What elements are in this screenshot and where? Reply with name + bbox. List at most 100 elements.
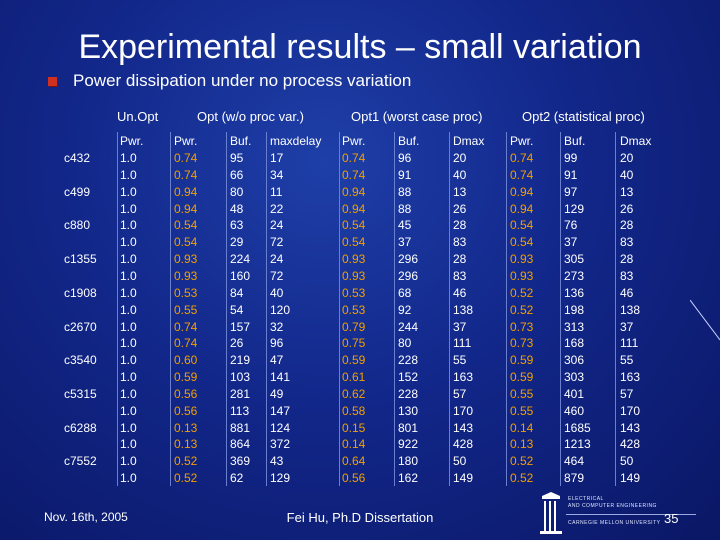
table-cell: 28 (620, 218, 634, 233)
table-cell: 48 (230, 201, 244, 216)
column-title: Dmax (620, 134, 652, 148)
table-cell: 24 (270, 218, 284, 233)
table-cell: 305 (564, 252, 585, 267)
column-divider (560, 132, 561, 486)
table-cell: 0.74 (510, 151, 534, 165)
circuit-name: c7552 (64, 454, 97, 469)
column-divider (449, 132, 450, 486)
table-cell: 464 (564, 454, 585, 469)
table-cell: 55 (620, 353, 634, 368)
table-cell: 401 (564, 386, 585, 401)
circuit-name: c1355 (64, 252, 97, 267)
table-cell: 1.0 (120, 302, 137, 317)
table-cell: 37 (398, 235, 412, 250)
table-cell: 96 (270, 336, 284, 351)
table-cell: 40 (270, 285, 284, 300)
table-cell: 136 (564, 285, 585, 300)
table-cell: 1685 (564, 420, 591, 435)
table-cell: 228 (398, 353, 419, 368)
table-cell: 45 (398, 218, 412, 233)
table-cell: 244 (398, 319, 419, 334)
table-cell: 22 (270, 201, 284, 216)
table-cell: 34 (270, 167, 284, 182)
table-cell: 40 (453, 167, 467, 182)
table-cell: 0.52 (510, 285, 534, 300)
column-title: Dmax (453, 134, 485, 148)
table-cell: 369 (230, 454, 251, 469)
table-cell: 0.59 (342, 353, 366, 368)
table-cell: 111 (620, 336, 639, 351)
table-cell: 72 (270, 268, 284, 283)
table-cell: 72 (270, 235, 284, 250)
table-cell: 0.13 (174, 437, 198, 452)
table-cell: 0.60 (174, 353, 198, 368)
table-cell: 138 (620, 302, 641, 317)
table-cell: 149 (620, 471, 641, 486)
table-cell: 157 (230, 319, 251, 334)
table-cell: 0.64 (342, 454, 366, 469)
table-cell: 0.79 (342, 319, 366, 334)
logo-line-2: AND COMPUTER ENGINEERING (568, 503, 657, 509)
table-cell: 306 (564, 353, 585, 368)
table-cell: 0.54 (342, 218, 366, 233)
table-cell: 124 (270, 420, 291, 435)
table-cell: 1.0 (120, 235, 137, 250)
circuit-name: c880 (64, 218, 91, 233)
table-cell: 0.59 (510, 370, 534, 385)
table-cell: 180 (398, 454, 419, 469)
table-cell: 0.93 (342, 252, 366, 267)
table-cell: 83 (620, 268, 634, 283)
table-cell: 20 (620, 151, 634, 165)
table-cell: 0.55 (174, 302, 198, 317)
column-divider (226, 132, 227, 486)
table-cell: 313 (564, 319, 585, 334)
table-cell: 168 (564, 336, 585, 351)
logo-line-3: CARNEGIE MELLON UNIVERSITY (568, 520, 661, 526)
table-cell: 46 (453, 285, 467, 300)
header-opt1: Opt1 (worst case proc) (351, 109, 483, 124)
table-cell: 68 (398, 285, 412, 300)
column-divider (339, 132, 340, 486)
table-cell: 0.13 (174, 420, 198, 435)
table-cell: 0.93 (510, 268, 534, 283)
table-cell: 37 (620, 319, 634, 334)
table-cell: 96 (398, 151, 412, 165)
table-cell: 1.0 (120, 268, 137, 283)
table-cell: 296 (398, 268, 419, 283)
table-cell: 20 (453, 151, 467, 165)
table-cell: 428 (620, 437, 641, 452)
table-cell: 0.59 (174, 370, 198, 385)
header-opt: Opt (w/o proc var.) (197, 109, 304, 124)
table-cell: 198 (564, 302, 585, 317)
table-cell: 0.94 (174, 201, 198, 216)
table-cell: 17 (270, 151, 284, 165)
table-cell: 80 (398, 336, 412, 351)
table-cell: 57 (453, 386, 467, 401)
table-cell: 129 (564, 201, 585, 216)
column-title: Pwr. (120, 134, 144, 148)
column-divider (170, 132, 171, 486)
bullet-item: Power dissipation under no process varia… (48, 70, 411, 92)
table-cell: 0.56 (174, 386, 198, 401)
table-cell: 0.94 (342, 184, 366, 199)
table-cell: 1.0 (120, 353, 137, 368)
table-cell: 26 (620, 201, 634, 216)
table-cell: 0.14 (342, 437, 366, 452)
table-cell: 97 (564, 184, 578, 199)
table-cell: 0.52 (510, 454, 534, 469)
table-cell: 1.0 (120, 403, 137, 418)
table-cell: 0.93 (174, 252, 198, 267)
page-number: 35 (664, 511, 679, 526)
table-cell: 26 (453, 201, 467, 216)
circuit-name: c1908 (64, 285, 97, 300)
table-cell: 162 (398, 471, 419, 486)
table-cell: 83 (453, 268, 467, 283)
table-cell: 281 (230, 386, 251, 401)
table-cell: 147 (270, 403, 291, 418)
table-cell: 0.75 (342, 336, 366, 351)
bullet-square-icon (48, 76, 57, 86)
header-unopt: Un.Opt (117, 109, 159, 124)
table-cell: 0.62 (342, 386, 366, 401)
table-cell: 273 (564, 268, 585, 283)
table-cell: 1.0 (120, 420, 137, 435)
